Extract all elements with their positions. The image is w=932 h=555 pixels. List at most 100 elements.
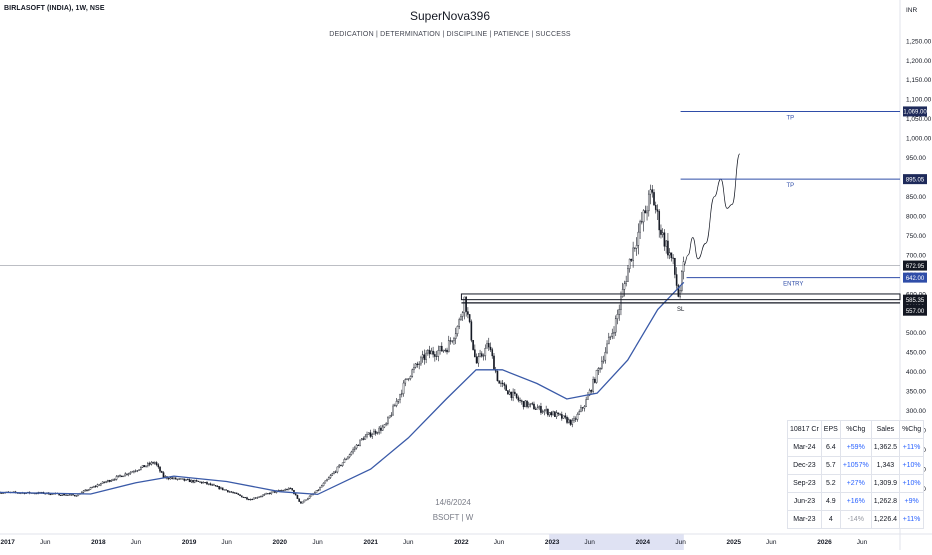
candle-body bbox=[630, 258, 633, 261]
financials-table: 10817 Cr EPS %Chg Sales %Chg Mar-24 6.4 +59% 1,3… bbox=[787, 420, 925, 529]
candle-body bbox=[343, 459, 346, 463]
table-cell: 1,226.4 bbox=[870, 510, 901, 529]
candle-body bbox=[616, 314, 619, 319]
candle-body bbox=[221, 487, 224, 490]
candle-body bbox=[373, 430, 375, 435]
candle-body bbox=[611, 332, 614, 337]
candle-body bbox=[213, 484, 215, 486]
candle-body bbox=[340, 464, 342, 466]
candle-body bbox=[307, 498, 309, 500]
candle-body bbox=[148, 463, 151, 465]
candle-body bbox=[237, 493, 240, 495]
candle-body bbox=[227, 490, 229, 493]
candle-body bbox=[474, 349, 476, 357]
candle-body bbox=[508, 391, 511, 395]
candle-body bbox=[409, 376, 412, 379]
candle-body bbox=[110, 480, 113, 482]
candle-body bbox=[418, 363, 420, 365]
x-tick-label: Jun bbox=[584, 539, 595, 546]
candle-body bbox=[573, 418, 575, 421]
candle-body bbox=[654, 205, 657, 210]
candle-body bbox=[124, 473, 127, 477]
x-tick-label: Jun bbox=[131, 539, 142, 546]
candle-body bbox=[486, 343, 488, 349]
candle-body bbox=[154, 462, 156, 464]
candle-body bbox=[667, 240, 669, 256]
table-cell: +10% bbox=[899, 474, 925, 493]
candle-body bbox=[574, 418, 577, 420]
candle-body bbox=[260, 496, 262, 498]
candle-body bbox=[91, 487, 93, 489]
candle-body bbox=[385, 423, 387, 425]
level-label-tp: TP bbox=[786, 115, 794, 121]
candle-body bbox=[354, 447, 356, 450]
candle-body bbox=[176, 478, 179, 480]
candle-body bbox=[65, 494, 67, 496]
candle-body bbox=[147, 463, 149, 467]
symbol-label[interactable]: BIRLASOFT (INDIA), 1W, NSE bbox=[4, 5, 105, 12]
candle-body bbox=[635, 245, 638, 249]
candle-body bbox=[263, 494, 266, 496]
candle-body bbox=[590, 390, 593, 392]
candle-body bbox=[463, 296, 466, 313]
candle-body bbox=[338, 464, 340, 468]
candle-body bbox=[320, 485, 323, 488]
candle-body bbox=[289, 487, 292, 489]
candle-body bbox=[541, 411, 544, 413]
candle-body bbox=[223, 489, 226, 491]
candle-body bbox=[317, 489, 320, 491]
candle-body bbox=[61, 493, 64, 496]
table-cell: %Chg bbox=[839, 420, 872, 439]
candle-body bbox=[185, 479, 187, 481]
table-cell: 5.2 bbox=[820, 474, 841, 493]
candle-body bbox=[649, 189, 652, 195]
candle-body bbox=[609, 335, 612, 338]
candle-body bbox=[564, 415, 567, 418]
candle-body bbox=[352, 449, 354, 453]
time-range-highlight bbox=[549, 534, 684, 550]
candle-body bbox=[434, 354, 436, 357]
y-tick-label: 1,100.00 bbox=[906, 97, 932, 104]
candle-body bbox=[423, 354, 426, 360]
candle-body bbox=[119, 475, 121, 477]
candle-body bbox=[86, 489, 88, 491]
candle-body bbox=[261, 494, 264, 497]
candle-body bbox=[682, 261, 685, 272]
candle-body bbox=[407, 378, 410, 380]
candle-body bbox=[183, 478, 186, 481]
candle-body bbox=[82, 490, 85, 493]
candle-body bbox=[548, 412, 551, 416]
table-cell: 4.9 bbox=[820, 492, 841, 511]
candle-body bbox=[561, 414, 563, 419]
candle-body bbox=[345, 458, 347, 460]
candle-body bbox=[206, 482, 208, 485]
table-cell: +16% bbox=[839, 492, 872, 511]
candle-body bbox=[451, 340, 454, 342]
candle-body bbox=[357, 444, 360, 446]
candle-body bbox=[592, 379, 594, 392]
candle-body bbox=[441, 345, 443, 352]
table-cell: -14% bbox=[839, 510, 872, 529]
table-header-row: 10817 Cr EPS %Chg Sales %Chg bbox=[787, 420, 925, 439]
candle-body bbox=[367, 432, 370, 435]
candle-body bbox=[416, 363, 419, 365]
candle-body bbox=[496, 371, 499, 381]
y-tick-label: 1,000.00 bbox=[906, 136, 932, 143]
candle-body bbox=[395, 401, 398, 406]
candle-body bbox=[453, 338, 455, 342]
candle-body bbox=[331, 473, 334, 476]
y-tick-label: 800.00 bbox=[906, 213, 926, 220]
x-tick-label: Jun bbox=[857, 539, 868, 546]
candle-body bbox=[319, 487, 321, 491]
support-zone-box bbox=[460, 293, 901, 301]
candle-body bbox=[246, 497, 248, 500]
candle-body bbox=[519, 399, 521, 401]
candle-body bbox=[341, 462, 344, 466]
candle-body bbox=[670, 252, 673, 259]
candle-body bbox=[136, 470, 139, 472]
candle-body bbox=[552, 411, 554, 416]
candle-body bbox=[681, 271, 683, 291]
candle-body bbox=[301, 501, 304, 504]
candle-body bbox=[133, 471, 135, 473]
candle-body bbox=[583, 406, 586, 409]
